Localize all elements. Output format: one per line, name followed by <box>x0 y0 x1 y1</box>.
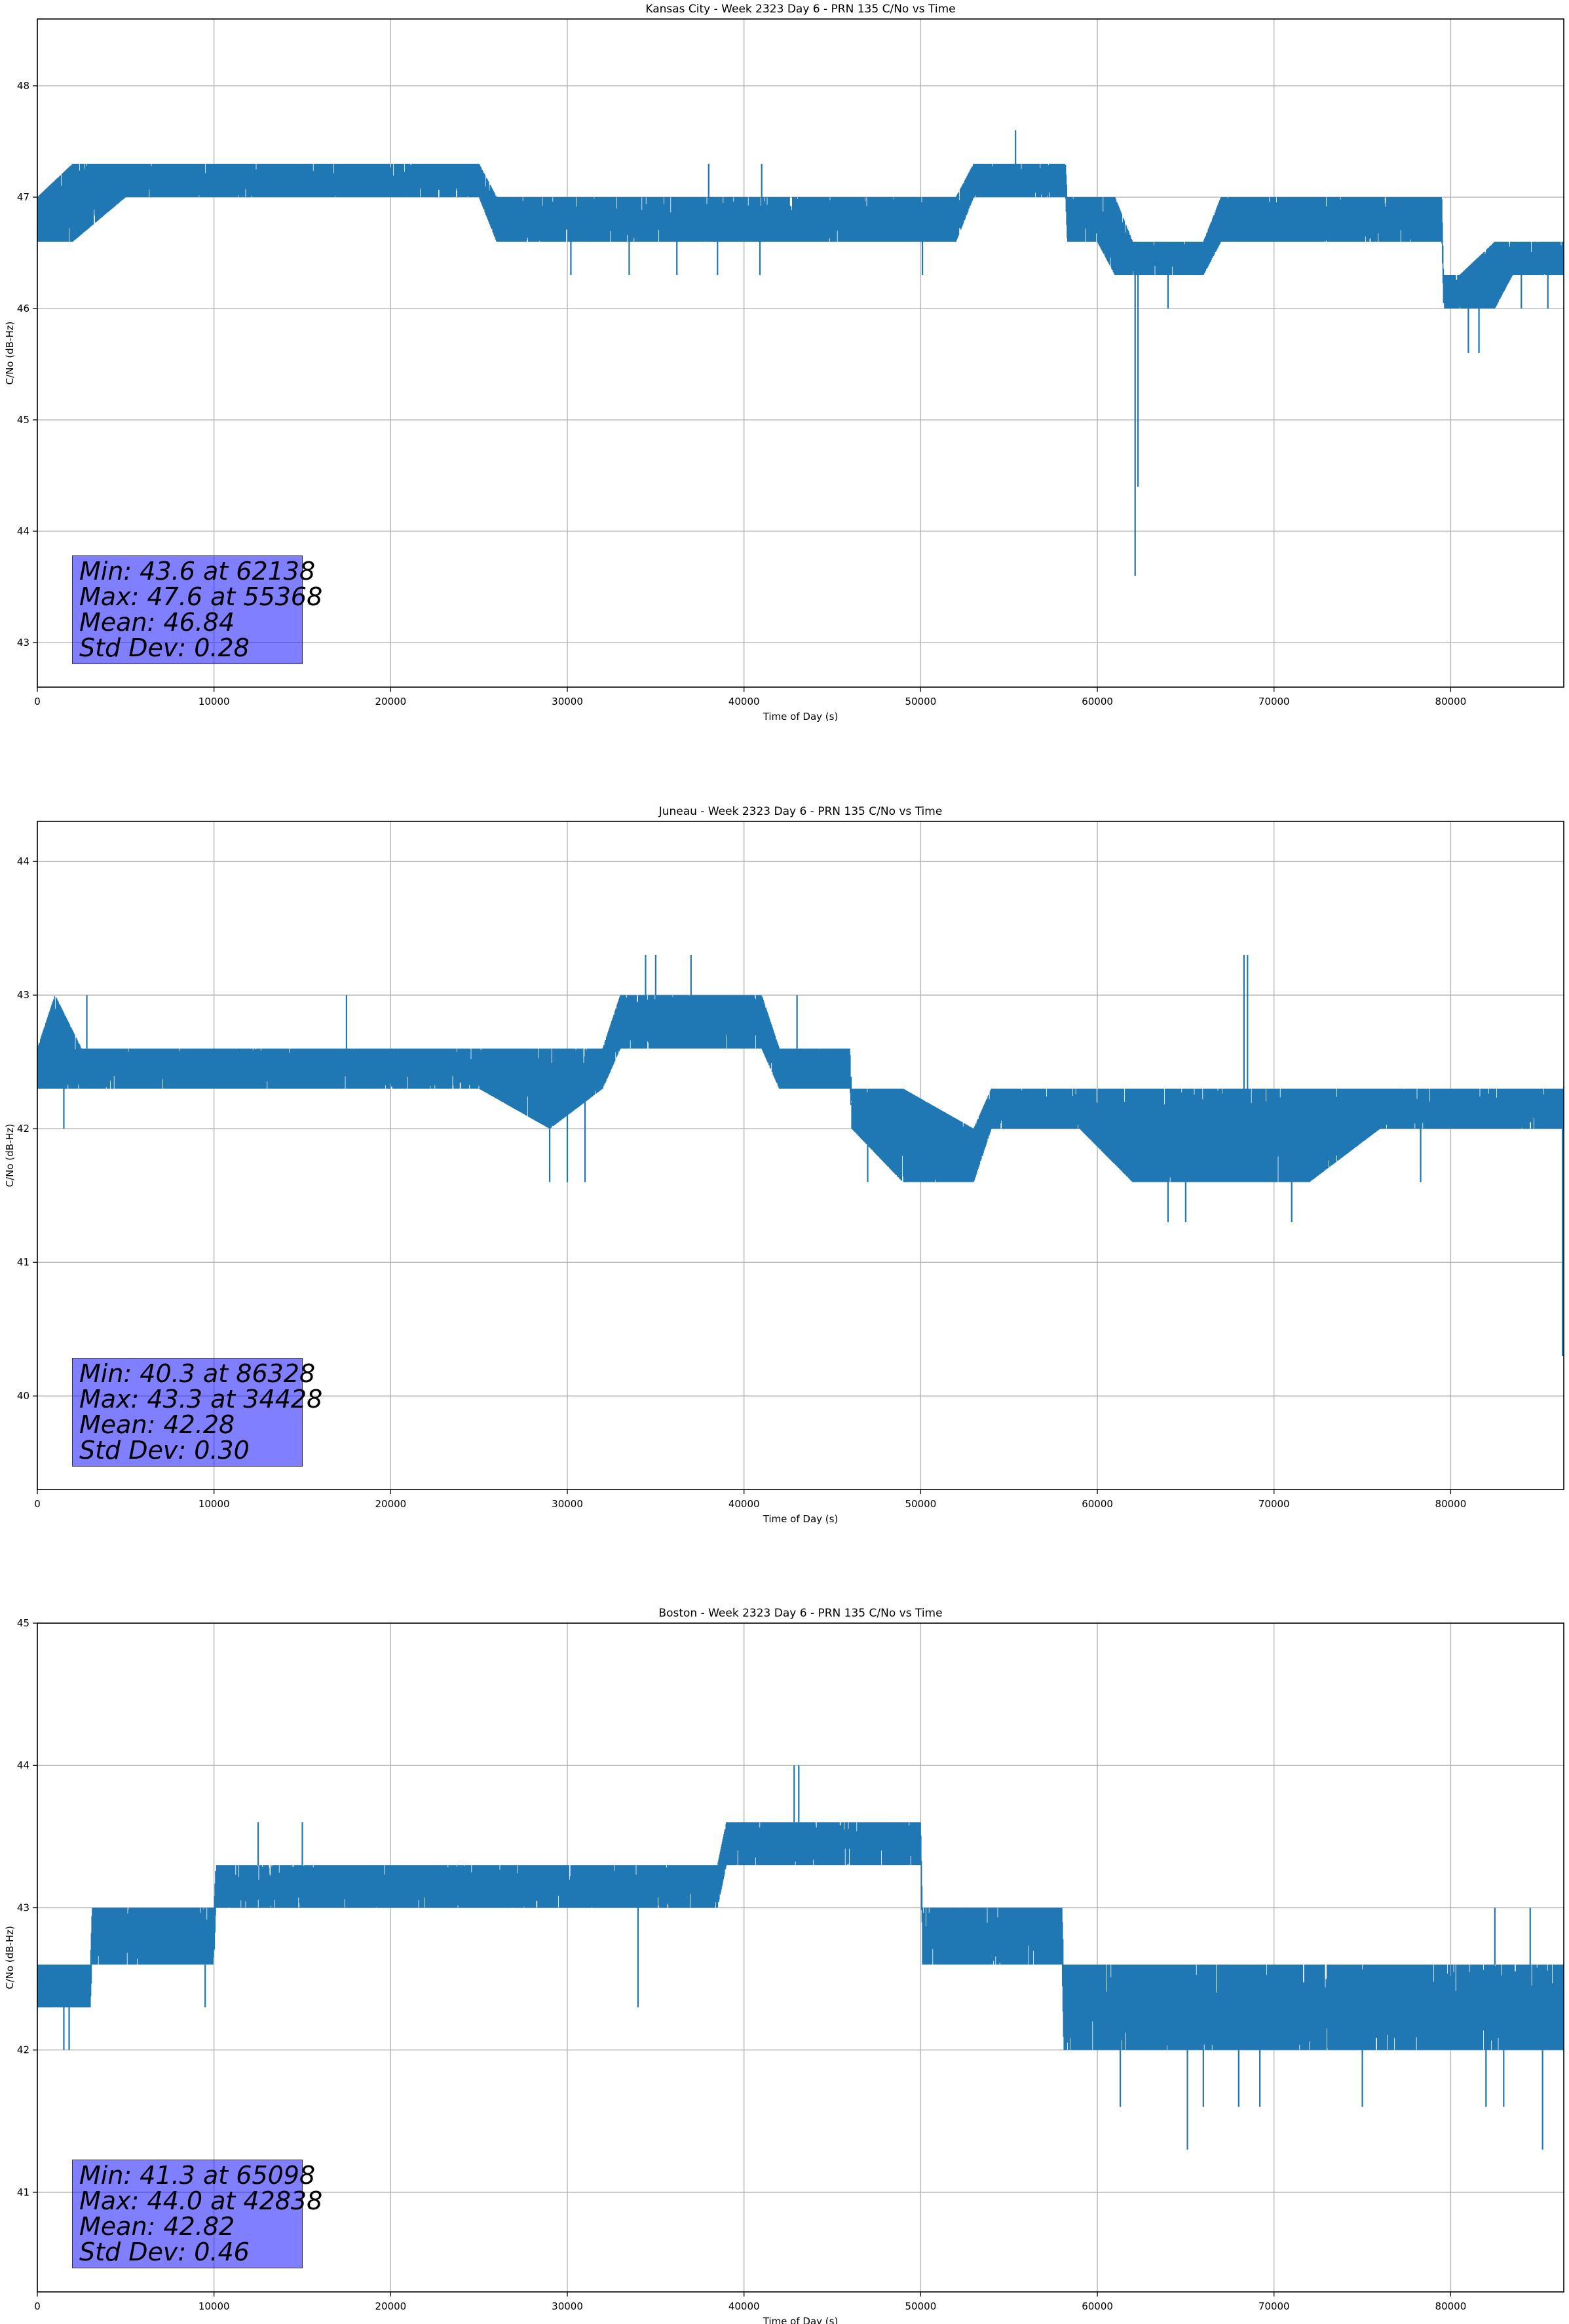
x-tick-label: 80000 <box>1435 2300 1467 2312</box>
x-tick-label: 40000 <box>728 696 760 707</box>
y-axis-label: C/No (dB-Hz) <box>4 1124 16 1188</box>
x-tick-label: 30000 <box>552 1498 583 1510</box>
series-trace <box>37 164 1564 309</box>
x-tick-label: 60000 <box>1082 696 1113 707</box>
x-tick-label: 80000 <box>1435 1498 1467 1510</box>
x-tick-label: 10000 <box>198 696 230 707</box>
x-tick-label: 20000 <box>375 2300 406 2312</box>
y-tick-label: 45 <box>17 1617 29 1629</box>
axes-frame <box>37 1622 1564 2293</box>
stats-min: Min: 40.3 at 86328 <box>79 1359 316 1388</box>
x-axis-label: Time of Day (s) <box>763 1513 839 1525</box>
x-tick-label: 40000 <box>728 1498 760 1510</box>
y-tick-label: 44 <box>17 525 29 537</box>
y-tick-label: 45 <box>17 414 29 426</box>
y-tick-label: 43 <box>17 637 29 648</box>
x-axis-label: Time of Day (s) <box>763 2315 839 2324</box>
chart-title: Juneau - Week 2323 Day 6 - PRN 135 C/No … <box>658 805 943 818</box>
x-tick-label: 70000 <box>1258 696 1290 707</box>
y-tick-label: 44 <box>17 1759 29 1771</box>
chart-title: Kansas City - Week 2323 Day 6 - PRN 135 … <box>645 3 955 16</box>
x-tick-label: 70000 <box>1258 1498 1290 1510</box>
chart-panel-2: 0 10000 20000 30000 40000 50000 60000 70000 8000… <box>4 1607 1564 2324</box>
stats-std-dev: Std Dev: 0.30 <box>79 1436 250 1465</box>
axes-frame <box>37 821 1564 1490</box>
x-tick-label: 0 <box>34 696 41 707</box>
stats-min: Min: 43.6 at 62138 <box>79 557 316 586</box>
chart-panel-1: 0 10000 20000 30000 40000 50000 60000 70000 8000… <box>4 805 1564 1525</box>
stats-min: Min: 41.3 at 65098 <box>79 2161 316 2190</box>
y-tick-label: 42 <box>17 2044 29 2056</box>
x-tick-label: 50000 <box>905 696 937 707</box>
x-tick-label: 0 <box>34 1498 41 1510</box>
y-tick-label: 43 <box>17 1902 29 1913</box>
stats-box-kansas-city: Min: 43.6 at 62138 Max: 47.6 at 55368 Me… <box>72 555 323 664</box>
stats-max: Max: 43.3 at 34428 <box>79 1385 323 1414</box>
y-tick-label: 44 <box>17 855 29 867</box>
stats-mean: Mean: 42.28 <box>79 1410 235 1439</box>
y-tick-label: 47 <box>17 191 29 203</box>
x-tick-label: 20000 <box>375 696 406 707</box>
y-tick-label: 41 <box>17 2186 29 2198</box>
x-tick-label: 80000 <box>1435 696 1467 707</box>
x-tick-label: 60000 <box>1082 1498 1113 1510</box>
x-tick-label: 60000 <box>1082 2300 1113 2312</box>
x-tick-label: 30000 <box>552 2300 583 2312</box>
y-tick-label: 41 <box>17 1256 29 1268</box>
stats-std-dev: Std Dev: 0.46 <box>79 2238 250 2266</box>
stats-max: Max: 44.0 at 42838 <box>79 2186 323 2215</box>
axes-frame <box>37 18 1564 688</box>
stats-box-boston: Min: 41.3 at 65098 Max: 44.0 at 42838 Me… <box>72 2160 323 2268</box>
stats-mean: Mean: 42.82 <box>79 2212 235 2241</box>
series-trace <box>37 995 1564 1182</box>
x-tick-label: 50000 <box>905 1498 937 1510</box>
y-axis-label: C/No (dB-Hz) <box>4 1926 16 1989</box>
y-tick-label: 42 <box>17 1123 29 1134</box>
y-axis-label: C/No (dB-Hz) <box>4 322 16 385</box>
x-tick-label: 40000 <box>728 2300 760 2312</box>
x-tick-label: 70000 <box>1258 2300 1290 2312</box>
stats-max: Max: 47.6 at 55368 <box>79 582 323 611</box>
y-tick-label: 48 <box>17 80 29 92</box>
x-tick-label: 10000 <box>198 2300 230 2312</box>
x-tick-label: 0 <box>34 2300 41 2312</box>
stats-std-dev: Std Dev: 0.28 <box>79 633 250 662</box>
x-tick-label: 20000 <box>375 1498 406 1510</box>
stats-box-juneau: Min: 40.3 at 86328 Max: 43.3 at 34428 Me… <box>72 1358 323 1467</box>
x-tick-label: 50000 <box>905 2300 937 2312</box>
y-tick-label: 46 <box>17 303 29 314</box>
y-tick-label: 40 <box>17 1390 29 1402</box>
chart-panel-0: 0 10000 20000 30000 40000 50000 60000 70000 8000… <box>4 3 1564 722</box>
y-tick-label: 43 <box>17 989 29 1001</box>
x-tick-label: 30000 <box>552 696 583 707</box>
chart-title: Boston - Week 2323 Day 6 - PRN 135 C/No … <box>658 1607 942 1620</box>
series-trace <box>37 1822 1564 2050</box>
x-tick-label: 10000 <box>198 1498 230 1510</box>
stats-mean: Mean: 46.84 <box>79 608 235 637</box>
x-axis-label: Time of Day (s) <box>763 711 839 722</box>
